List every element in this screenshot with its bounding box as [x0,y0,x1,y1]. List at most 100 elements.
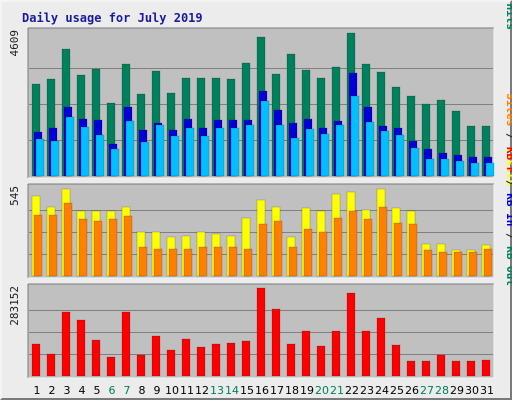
bar-kb-f-day-18 [286,343,296,377]
day-label-11: 11 [180,384,194,397]
bar-kb-f-day-13 [211,343,221,377]
bar-kb-f-day-26 [406,360,416,377]
day-label-19: 19 [300,384,314,397]
day-label-20: 20 [315,384,329,397]
bar-pages-day-26 [410,147,420,177]
day-label-10: 10 [165,384,179,397]
bar-pages-day-11 [185,127,195,177]
bar-kb-f-day-25 [391,344,401,377]
bar-kb-f-day-19 [301,330,311,377]
bar-pages-day-12 [200,135,210,177]
day-label-13: 13 [210,384,224,397]
day-label-5: 5 [94,384,101,397]
bar-pages-day-1 [35,138,45,177]
bar-sites-day-14 [228,246,238,277]
bar-sites-day-19 [303,228,313,277]
bar-pages-day-27 [425,158,435,177]
day-label-1: 1 [34,384,41,397]
bar-pages-day-3 [65,116,75,177]
day-label-17: 17 [270,384,284,397]
bar-pages-day-31 [485,162,495,177]
bar-sites-day-20 [318,231,328,277]
bar-kb-f-day-27 [421,360,431,377]
bar-kb-f-day-11 [181,338,191,377]
bar-sites-day-27 [423,249,433,277]
bar-kb-f-day-2 [46,353,56,377]
bar-kb-f-day-16 [256,287,266,377]
bar-pages-day-21 [335,124,345,177]
bar-kb-f-day-12 [196,346,206,377]
day-label-26: 26 [405,384,419,397]
side-legend-part: KB In [504,193,512,226]
bar-pages-day-25 [395,134,405,177]
day-label-31: 31 [480,384,494,397]
day-label-12: 12 [195,384,209,397]
day-label-14: 14 [225,384,239,397]
bar-kb-f-day-5 [91,339,101,377]
bar-sites-day-18 [288,246,298,277]
bar-kb-f-day-30 [466,360,476,377]
bar-kb-f-day-8 [136,354,146,377]
bar-kb-f-day-9 [151,335,161,377]
chart-title: Daily usage for July 2019 [22,11,203,25]
bar-pages-day-17 [275,124,285,177]
side-legend-part: / [504,226,512,246]
day-label-8: 8 [139,384,146,397]
bar-sites-day-30 [468,251,478,277]
bar-sites-day-10 [168,248,178,277]
bar-sites-day-13 [213,246,223,277]
day-label-2: 2 [49,384,56,397]
bar-pages-day-10 [170,135,180,177]
bar-pages-day-7 [125,120,135,177]
side-legend-part: Visits [504,146,512,186]
bar-sites-day-17 [273,220,283,277]
bar-kb-f-day-23 [361,330,371,377]
bar-pages-day-20 [320,133,330,177]
side-legend-part: Sites [504,93,512,126]
bar-sites-day-1 [33,214,43,277]
bar-sites-day-29 [453,251,463,277]
day-label-6: 6 [109,384,116,397]
bar-pages-day-24 [380,130,390,177]
panel-visits-sites: 545 Sites / Visits [8,93,512,279]
bar-sites-day-2 [48,214,58,277]
day-label-9: 9 [154,384,161,397]
bar-kb-f-day-3 [61,311,71,377]
bar-pages-day-29 [455,160,465,177]
bar-sites-day-5 [93,220,103,277]
side-legend-label: Pages / Files / Hits [504,2,512,30]
bar-sites-day-31 [483,248,493,277]
bar-sites-day-3 [63,202,73,277]
side-legend-part: Hits [504,4,512,31]
day-label-25: 25 [390,384,404,397]
bar-pages-day-22 [350,95,360,177]
bar-kb-f-day-29 [451,360,461,377]
bar-pages-day-6 [110,148,120,177]
bar-sites-day-26 [408,223,418,277]
bar-pages-day-16 [260,100,270,177]
side-legend-part: KB F [504,147,512,174]
bar-sites-day-16 [258,223,268,277]
bar-kb-f-day-21 [331,330,341,377]
bar-kb-f-day-24 [376,317,386,377]
bar-kb-f-day-15 [241,340,251,377]
bar-kb-f-day-31 [481,359,491,377]
day-label-24: 24 [375,384,389,397]
day-label-22: 22 [345,384,359,397]
side-legend-part: / [504,173,512,193]
bar-sites-day-7 [123,215,133,277]
bar-kb-f-day-7 [121,311,131,377]
bar-sites-day-15 [243,248,253,277]
day-label-3: 3 [64,384,71,397]
side-legend-part: KB Out [504,246,512,286]
bar-sites-day-25 [393,222,403,277]
bar-pages-day-13 [215,127,225,177]
panel-kbytes: 283152 KB F / KB In / KB Out [8,147,512,379]
bar-kb-f-day-6 [106,356,116,377]
bar-kb-f-day-28 [436,354,446,377]
bar-kb-f-day-14 [226,342,236,377]
bar-sites-day-9 [153,248,163,277]
bar-kb-f-day-1 [31,343,41,377]
axis-max-label: 283152 [8,286,21,326]
